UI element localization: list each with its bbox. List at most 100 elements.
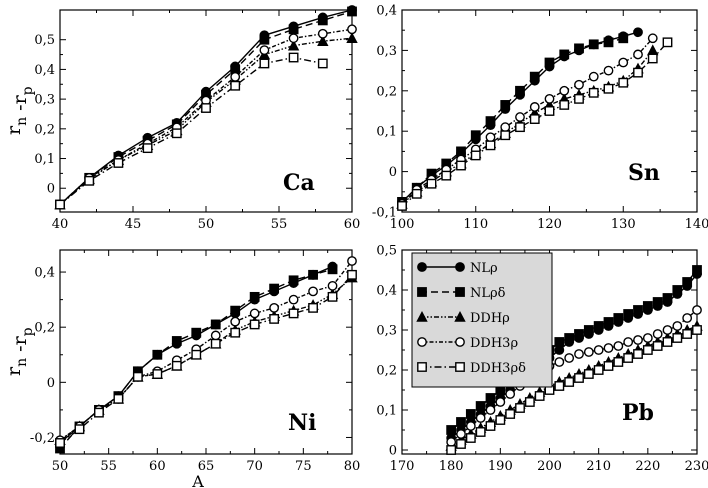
data-point <box>456 146 466 157</box>
data-point <box>308 269 318 280</box>
y-tick-label: 0,3 <box>34 93 55 108</box>
legend-marker <box>417 287 427 297</box>
data-point <box>633 335 643 345</box>
data-point <box>682 329 693 339</box>
data-point <box>210 319 221 330</box>
data-point <box>113 158 124 168</box>
legend-entry: DDH3ρδ <box>417 361 526 376</box>
data-point <box>485 421 496 431</box>
data-point <box>574 329 584 339</box>
data-point <box>662 293 673 303</box>
data-point <box>574 373 584 383</box>
y-tick-label: 0,4 <box>34 63 55 78</box>
data-point <box>603 343 614 353</box>
x-tick-label: 70 <box>246 459 263 474</box>
data-point <box>593 345 604 355</box>
x-tick-label: 180 <box>439 459 464 474</box>
data-point <box>456 429 466 439</box>
data-point <box>623 309 634 319</box>
data-point <box>327 291 338 302</box>
data-point <box>529 102 540 112</box>
data-point <box>347 6 357 17</box>
data-point <box>308 302 318 313</box>
data-point <box>446 445 457 455</box>
data-point <box>647 33 658 44</box>
data-point <box>456 439 466 449</box>
data-point <box>269 314 280 324</box>
data-point <box>672 321 683 331</box>
data-point <box>618 57 629 68</box>
data-point <box>574 93 584 104</box>
data-point <box>623 337 634 347</box>
data-point <box>524 397 535 407</box>
data-point <box>249 319 260 330</box>
data-point <box>201 103 211 113</box>
data-point <box>633 49 643 60</box>
legend-marker <box>455 337 465 347</box>
x-tick-label: 140 <box>685 217 708 232</box>
data-point <box>475 427 486 437</box>
legend-marker <box>454 311 466 322</box>
data-point <box>210 338 221 349</box>
series-line <box>450 325 698 447</box>
panel-label: Ca <box>283 170 315 196</box>
data-point <box>465 421 476 431</box>
data-point <box>259 34 270 45</box>
data-point <box>456 160 466 171</box>
data-point <box>603 83 614 94</box>
data-point <box>287 39 300 51</box>
data-point <box>588 71 599 82</box>
data-point <box>475 413 486 423</box>
data-point <box>574 349 584 359</box>
data-point <box>55 438 65 448</box>
data-point <box>317 15 328 26</box>
data-point <box>500 100 511 110</box>
y-tick-label: -0,2 <box>30 431 55 446</box>
y-tick-label: 0,3 <box>376 324 397 339</box>
data-point <box>249 308 260 319</box>
data-point <box>574 79 584 90</box>
y-tick-label: 0,5 <box>376 244 397 259</box>
y-tick-label: 0,4 <box>376 284 397 299</box>
data-point <box>230 316 241 327</box>
y-tick-label: 0,3 <box>376 44 397 59</box>
data-point <box>613 313 624 323</box>
data-point <box>210 330 221 341</box>
data-point <box>603 361 614 371</box>
legend-entry: NLρ <box>417 261 498 276</box>
data-point <box>515 85 525 96</box>
data-point <box>603 317 614 327</box>
x-tick-label: 120 <box>537 217 562 232</box>
data-point <box>191 349 202 360</box>
y-tick-label: 0,2 <box>34 321 55 336</box>
data-point <box>652 341 663 351</box>
data-point <box>593 365 604 375</box>
legend-label: NLρδ <box>470 286 506 301</box>
y-tick-label: 0 <box>389 444 397 459</box>
data-point <box>574 43 584 54</box>
x-tick-label: 55 <box>100 459 117 474</box>
series-line <box>401 49 654 205</box>
x-tick-label: 220 <box>635 459 660 474</box>
data-point <box>559 85 570 96</box>
x-tick-label: 190 <box>488 459 513 474</box>
data-point <box>171 360 182 371</box>
data-point <box>618 77 629 88</box>
data-point <box>534 391 545 401</box>
panel-ni: 50 55 60 65 70 75 80 -0,2 0 0,2 0,4 rn -rp A Ni <box>3 249 360 488</box>
x-tick-label: 170 <box>390 459 415 474</box>
legend-label: DDH3ρδ <box>470 361 526 376</box>
x-tick-label: 60 <box>344 217 361 232</box>
data-point <box>142 143 153 154</box>
data-point <box>495 415 506 425</box>
y-tick-label: -0,1 <box>372 206 397 221</box>
data-point <box>588 87 599 98</box>
data-point <box>554 345 565 355</box>
x-tick-label: 100 <box>390 217 415 232</box>
data-point <box>500 122 511 133</box>
legend-entry: NLρδ <box>417 286 506 301</box>
data-point <box>456 417 466 427</box>
legend: NLρ NLρδ DDHρ DDH3ρ DDH3ρδ <box>411 252 553 388</box>
data-point <box>647 44 659 56</box>
series-line <box>59 56 323 206</box>
